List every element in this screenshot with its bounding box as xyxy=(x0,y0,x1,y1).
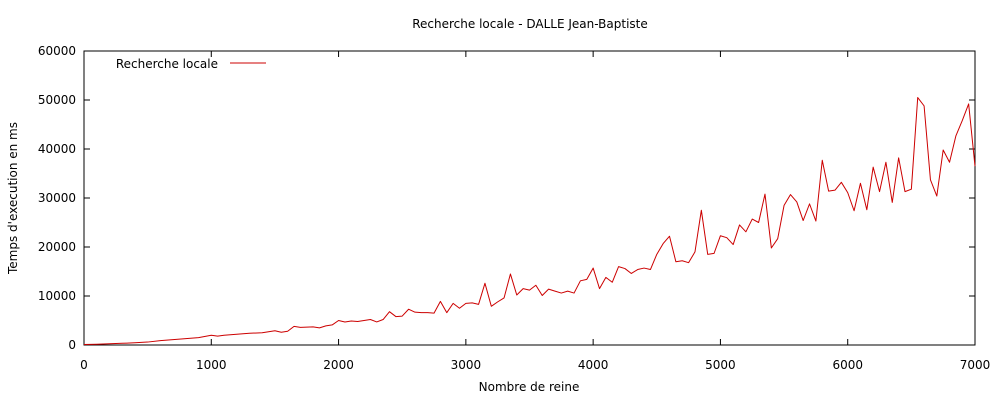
series-layer xyxy=(83,97,976,346)
x-tick-label: 1000 xyxy=(196,358,227,372)
y-tick-label: 10000 xyxy=(38,289,76,303)
x-tick-label: 6000 xyxy=(832,358,863,372)
series-line xyxy=(83,97,976,346)
x-tick-label: 3000 xyxy=(451,358,482,372)
x-tick-label: 4000 xyxy=(578,358,609,372)
y-tick-label: 0 xyxy=(68,338,76,352)
legend: Recherche locale xyxy=(116,57,266,71)
y-axis-label: Temps d'execution en ms xyxy=(6,122,20,275)
x-axis: 0 1000 2000 3000 4000 5000 6000 7000 xyxy=(80,51,990,372)
x-tick-label: 5000 xyxy=(705,358,736,372)
chart-title: Recherche locale - DALLE Jean-Baptiste xyxy=(412,17,648,31)
legend-label: Recherche locale xyxy=(116,57,218,71)
plot-frame xyxy=(83,50,976,346)
x-tick-label: 7000 xyxy=(960,358,991,372)
y-tick-label: 50000 xyxy=(38,93,76,107)
y-tick-label: 20000 xyxy=(38,240,76,254)
y-tick-label: 60000 xyxy=(38,44,76,58)
x-axis-label: Nombre de reine xyxy=(479,380,580,394)
x-tick-label: 0 xyxy=(80,358,88,372)
y-tick-label: 40000 xyxy=(38,142,76,156)
y-axis: 0 10000 20000 30000 40000 50000 60000 xyxy=(38,44,975,352)
y-tick-label: 30000 xyxy=(38,191,76,205)
x-tick-label: 2000 xyxy=(323,358,354,372)
